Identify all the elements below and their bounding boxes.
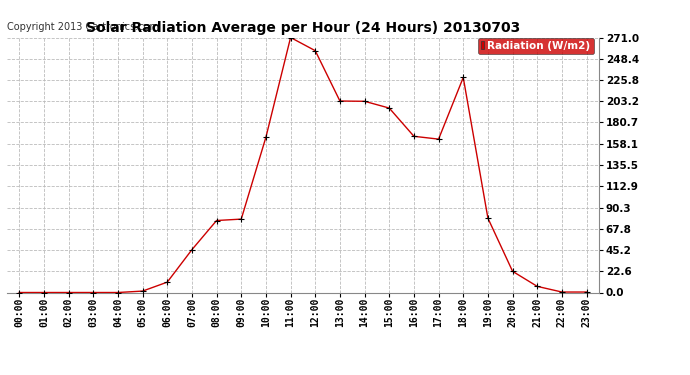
Legend: Radiation (W/m2): Radiation (W/m2)	[478, 38, 593, 54]
Title: Solar Radiation Average per Hour (24 Hours) 20130703: Solar Radiation Average per Hour (24 Hou…	[86, 21, 520, 35]
Text: Copyright 2013 Cartronics.com: Copyright 2013 Cartronics.com	[7, 22, 159, 32]
